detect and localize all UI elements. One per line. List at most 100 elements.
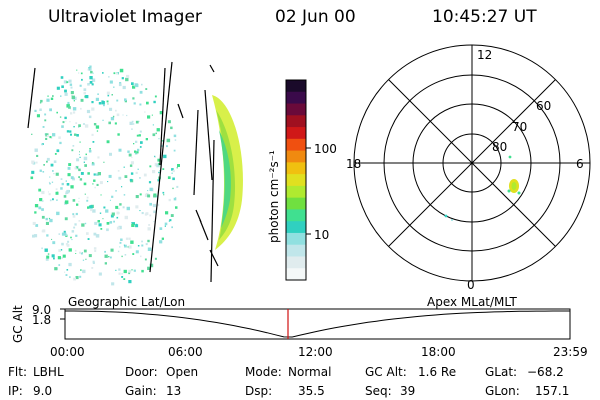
emission-speckle (39, 198, 43, 202)
emission-speckle (44, 119, 47, 122)
colorbar-tick-100: 100 (314, 142, 337, 156)
emission-speckle (76, 134, 79, 137)
colorbar-segment (286, 232, 306, 246)
emission-speckle (41, 230, 44, 233)
emission-speckle (106, 140, 110, 144)
emission-speckle (32, 221, 36, 225)
emission-speckle (131, 269, 133, 271)
emission-speckle (58, 136, 61, 139)
emission-speckle (109, 199, 111, 201)
emission-speckle (121, 77, 124, 80)
emission-speckle (145, 243, 148, 246)
colorbar-segment (286, 127, 306, 140)
emission-speckle (108, 174, 112, 178)
emission-speckle (47, 253, 50, 255)
emission-speckle (53, 173, 55, 175)
emission-speckle (109, 256, 112, 259)
emission-speckle (92, 141, 95, 143)
emission-speckles (30, 65, 180, 286)
emission-speckle (144, 111, 146, 113)
emission-speckle (136, 134, 139, 137)
emission-speckle (73, 100, 75, 102)
emission-speckle (122, 114, 124, 116)
emission-speckle (34, 109, 37, 112)
emission-speckle (111, 282, 115, 286)
emission-speckle (78, 124, 81, 127)
emission-speckle (137, 148, 140, 152)
emission-speckle (159, 227, 163, 230)
emission-speckle (131, 222, 133, 224)
emission-speckle (108, 256, 110, 258)
emission-speckle (173, 149, 176, 152)
emission-speckle (114, 122, 117, 125)
emission-speckle (155, 132, 157, 135)
emission-speckle (124, 100, 127, 103)
emission-speckle (145, 212, 149, 216)
emission-speckle (152, 124, 154, 126)
emission-speckle (167, 120, 171, 124)
emission-speckle (129, 121, 133, 125)
glat-value: −68.2 (527, 365, 564, 379)
emission-speckle (85, 153, 87, 156)
emission-speckle (92, 261, 95, 264)
emission-speckle (128, 280, 132, 284)
emission-speckle (91, 101, 94, 104)
emission-speckle (121, 255, 123, 258)
emission-speckle (104, 254, 108, 258)
emission-speckle (115, 190, 117, 192)
emission-speckle (53, 160, 57, 163)
emission-speckle (61, 257, 63, 259)
emission-speckle (103, 206, 106, 209)
emission-speckle (139, 193, 142, 196)
emission-speckle (88, 115, 92, 119)
emission-speckle (124, 98, 127, 101)
emission-speckle (73, 96, 77, 100)
emission-speckle (153, 194, 156, 198)
emission-speckle (119, 241, 122, 244)
dsp-value: 35.5 (298, 384, 325, 398)
grid-lines (27, 61, 219, 283)
emission-speckle (49, 176, 51, 178)
emission-speckle (139, 210, 141, 212)
emission-speckle (78, 168, 81, 172)
emission-speckle (86, 196, 89, 199)
emission-speckle (163, 154, 167, 159)
emission-speckle (94, 250, 97, 252)
emission-speckle (64, 92, 68, 96)
emission-speckle (118, 148, 122, 152)
seq-label: Seq: (365, 384, 392, 398)
emission-speckle (44, 248, 48, 252)
emission-speckle (84, 124, 89, 128)
emission-speckle (92, 72, 94, 74)
emission-speckle (78, 154, 80, 156)
emission-speckle (71, 95, 75, 99)
colorbar-segment (286, 197, 306, 211)
emission-speckle (75, 253, 77, 254)
emission-speckle (99, 181, 103, 185)
emission-speckle (52, 133, 56, 137)
emission-speckle (59, 116, 62, 118)
emission-speckle (156, 128, 160, 132)
emission-speckle (66, 269, 69, 271)
emission-speckle (159, 240, 163, 244)
emission-speckle (36, 154, 39, 157)
emission-speckle (154, 155, 156, 157)
emission-speckle (102, 218, 104, 220)
emission-speckle (169, 219, 172, 222)
emission-speckle (176, 185, 179, 188)
emission-speckle (73, 111, 76, 114)
emission-speckle (95, 234, 100, 238)
emission-speckle (49, 199, 52, 202)
emission-speckle (135, 83, 139, 88)
gain-label: Gain: (125, 384, 157, 398)
emission-speckle (163, 194, 165, 196)
emission-speckle (129, 178, 133, 182)
colorbar-segment (286, 209, 306, 222)
emission-speckle (106, 100, 109, 103)
emission-speckle (123, 244, 125, 246)
emission-speckle (98, 223, 102, 227)
emission-speckle (106, 228, 109, 232)
emission-speckle (158, 138, 160, 140)
emission-speckle (107, 94, 110, 97)
emission-speckle (141, 212, 144, 215)
